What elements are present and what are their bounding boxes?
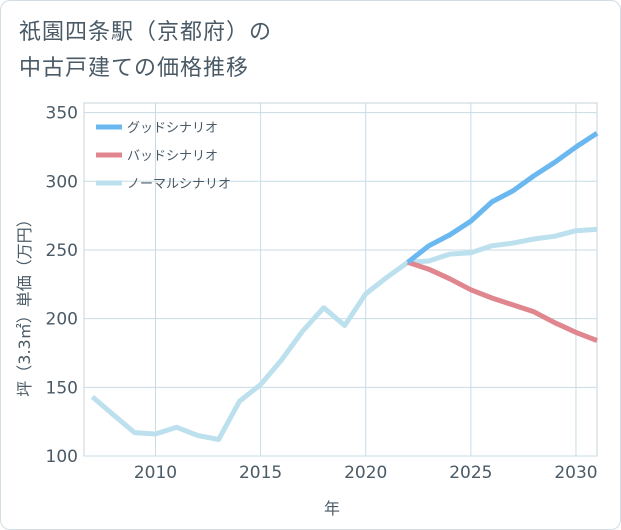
title-line-1: 祇園四条駅（京都府）の bbox=[19, 20, 273, 45]
page-title: 祇園四条駅（京都府）の 中古戸建ての価格推移 bbox=[19, 15, 272, 87]
series-line-1 bbox=[407, 259, 598, 343]
legend-label: グッドシナリオ bbox=[127, 121, 218, 136]
y-tick-labels: 100 150 200 250 300 350 bbox=[46, 104, 78, 467]
x-axis-label: 年 bbox=[324, 499, 340, 518]
series-line-2 bbox=[90, 226, 598, 442]
series-lines bbox=[90, 131, 599, 442]
y-tick-label: 300 bbox=[46, 172, 78, 192]
x-tick-label: 2015 bbox=[239, 463, 282, 483]
x-grid bbox=[154, 103, 577, 456]
x-tick-label: 2020 bbox=[344, 463, 387, 483]
y-tick-label: 200 bbox=[46, 310, 78, 330]
x-tick-labels: 2010 2015 2020 2025 2030 bbox=[134, 463, 598, 483]
title-line-2: 中古戸建ての価格推移 bbox=[19, 56, 250, 81]
y-tick-label: 350 bbox=[46, 104, 78, 124]
y-tick-label: 100 bbox=[46, 447, 78, 467]
legend-label: バッドシナリオ bbox=[127, 149, 218, 164]
x-tick-label: 2025 bbox=[449, 463, 492, 483]
x-tick-label: 2030 bbox=[554, 463, 597, 483]
legend-label: ノーマルシナリオ bbox=[127, 177, 231, 192]
y-grid bbox=[84, 112, 597, 457]
y-axis-label: 坪（3.3㎡）単価（万円） bbox=[15, 211, 34, 396]
y-tick-label: 150 bbox=[46, 378, 78, 398]
y-tick-label: 250 bbox=[46, 241, 78, 261]
series-line-0 bbox=[406, 131, 599, 265]
x-tick-label: 2010 bbox=[134, 463, 177, 483]
